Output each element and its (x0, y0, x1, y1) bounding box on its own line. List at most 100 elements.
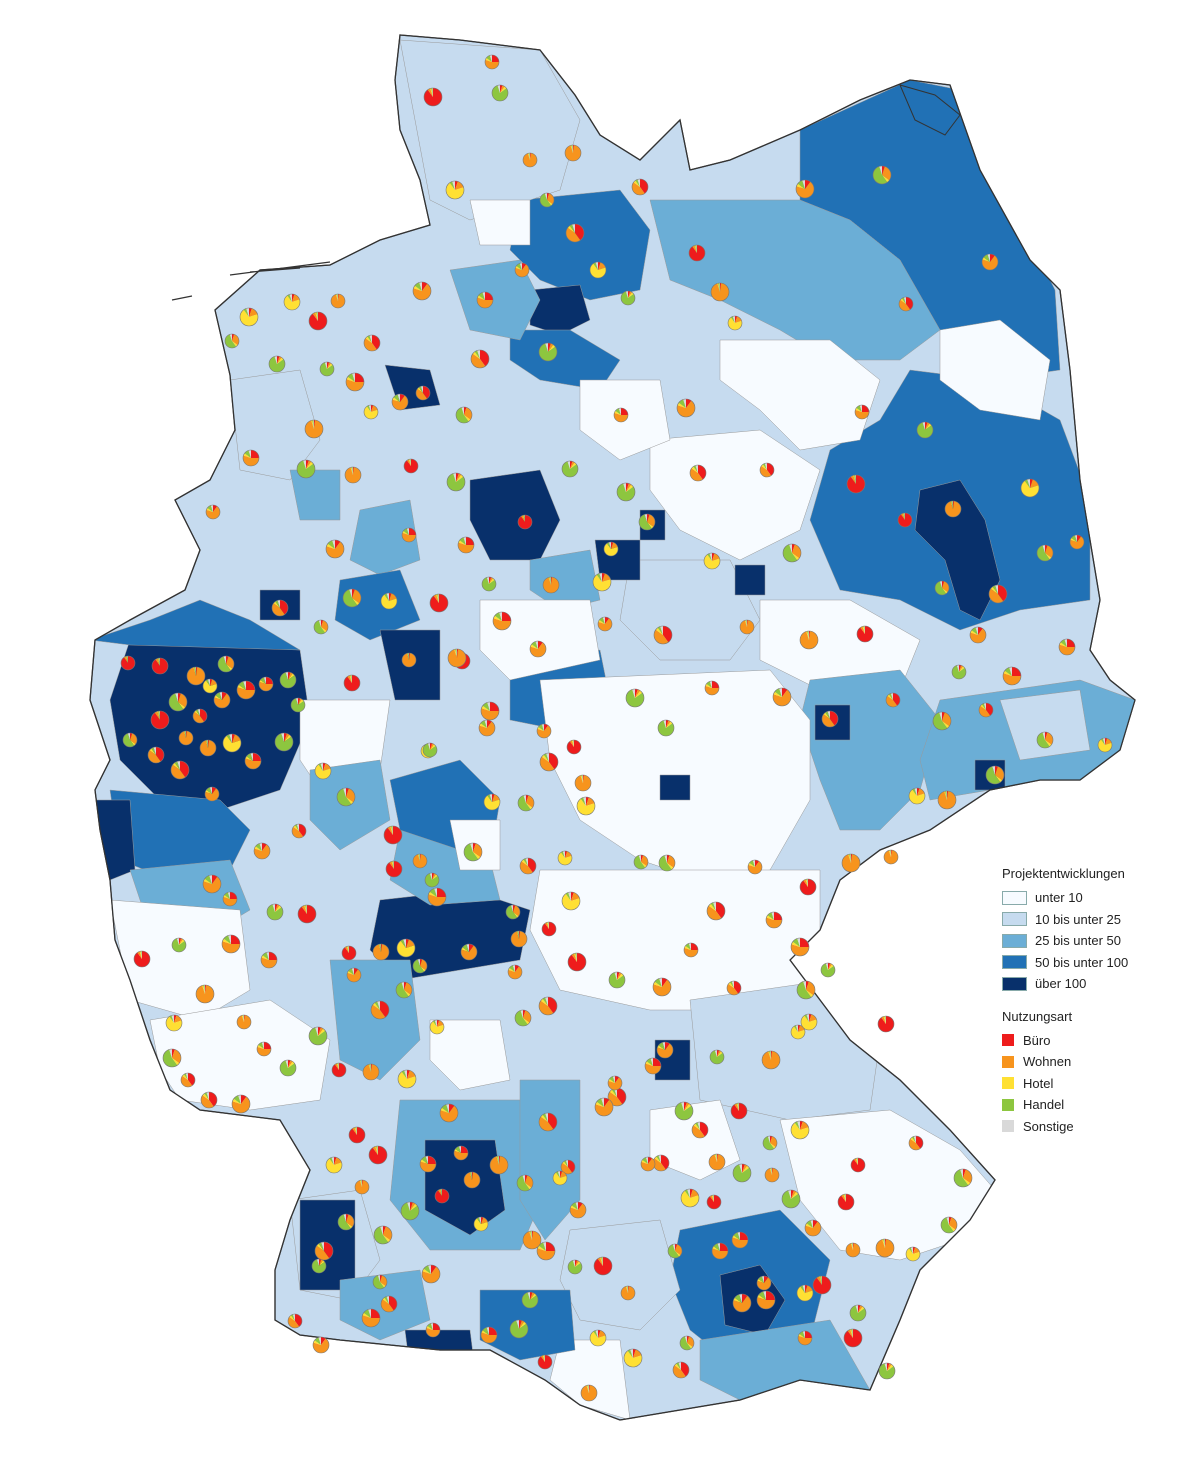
usage-pie (589, 1329, 607, 1347)
pie-slice (652, 979, 671, 996)
usage-pie (772, 687, 792, 707)
pie-slice (321, 620, 324, 627)
usage-pie (711, 1242, 729, 1260)
pie-outline (885, 692, 901, 708)
pie-outline (162, 1048, 182, 1068)
pie-slice (600, 1257, 603, 1266)
pie-slice (543, 1355, 545, 1362)
pie-slice (805, 1223, 813, 1228)
density-row-2: 10 bis unter 25 (1002, 909, 1192, 931)
pie-slice (995, 585, 998, 594)
pie-slice (288, 672, 293, 680)
pie-outline (812, 1275, 832, 1295)
pie-slice (611, 542, 618, 549)
pie-slice (430, 88, 433, 97)
pie-slice (672, 1244, 675, 1251)
pie-outline (178, 730, 194, 746)
pie-slice (420, 1159, 428, 1164)
pie-slice (134, 951, 151, 967)
pie-outline (422, 742, 438, 758)
pie-slice (222, 896, 237, 906)
pie-slice (344, 946, 349, 953)
pie-slice (889, 850, 891, 857)
pie-slice (349, 675, 352, 683)
pie-slice (647, 522, 654, 529)
pie-slice (457, 542, 474, 553)
pie-slice (363, 1309, 371, 1318)
usage-pie (541, 921, 557, 937)
pie-slice (922, 422, 925, 430)
pie-outline (291, 823, 307, 839)
pie-slice (677, 400, 695, 417)
pie-slice (628, 292, 634, 298)
pie-slice (729, 981, 734, 988)
pie-slice (1012, 667, 1021, 676)
pie-slice (497, 1156, 499, 1165)
pie-slice (372, 1146, 378, 1155)
pie-outline (476, 291, 494, 309)
pie-slice (604, 1098, 610, 1107)
pie-slice (484, 795, 500, 811)
pie-slice (1045, 545, 1048, 553)
pie-slice (537, 1248, 555, 1260)
usage-pie (537, 1354, 553, 1370)
pie-slice (195, 667, 196, 676)
usage-pie (491, 84, 509, 102)
pie-slice (782, 688, 788, 697)
pie-slice (809, 1014, 812, 1022)
usage-pie (821, 710, 839, 728)
pie-slice (910, 1247, 913, 1254)
pie-slice (440, 1107, 449, 1113)
usage-pie (429, 1019, 445, 1035)
pie-slice (149, 748, 156, 755)
pie-slice (982, 257, 990, 262)
usage-pie (804, 1219, 822, 1237)
pie-slice (523, 1018, 530, 1025)
pie-slice (205, 740, 208, 748)
pie-outline (507, 964, 523, 980)
pie-outline (898, 296, 914, 312)
usage-pie (239, 307, 259, 327)
pie-slice (156, 747, 164, 762)
pie-slice (574, 953, 577, 962)
pie-slice (515, 1010, 528, 1026)
pie-slice (151, 747, 156, 755)
usage-pie (688, 244, 706, 262)
pie-slice (321, 1242, 324, 1251)
pie-slice (953, 1169, 969, 1187)
pie-slice (365, 336, 372, 343)
pie-slice (1070, 537, 1077, 542)
pie-slice (332, 540, 335, 549)
pie-slice (890, 693, 893, 700)
pie-outline (400, 1201, 420, 1221)
pie-slice (684, 1103, 692, 1111)
usage-pie (509, 1319, 529, 1339)
usage-pie (199, 739, 217, 757)
pie-slice (737, 1232, 740, 1240)
pie-slice (553, 1172, 567, 1186)
pie-outline (186, 666, 206, 686)
pie-slice (404, 1070, 407, 1079)
pie-slice (946, 791, 947, 800)
pie-outline (489, 1155, 509, 1175)
pie-slice (327, 362, 330, 369)
usage-pie (539, 752, 559, 772)
pie-slice (602, 573, 611, 582)
pie-slice (606, 542, 611, 549)
pie-slice (262, 843, 267, 851)
pie-outline (195, 984, 215, 1004)
pie-slice (492, 85, 509, 101)
pie-slice (734, 1103, 739, 1111)
pie-slice (733, 1295, 751, 1312)
usage-pie (608, 971, 626, 989)
pie-slice (486, 1327, 489, 1335)
pie-slice (203, 680, 217, 694)
pie-slice (845, 1194, 846, 1202)
pie-slice (420, 959, 423, 966)
pie-slice (178, 693, 181, 702)
pie-outline (589, 261, 607, 279)
pie-slice (354, 1127, 357, 1135)
usage-pie (419, 1155, 437, 1173)
pie-slice (547, 922, 549, 929)
pie-slice (423, 386, 431, 399)
